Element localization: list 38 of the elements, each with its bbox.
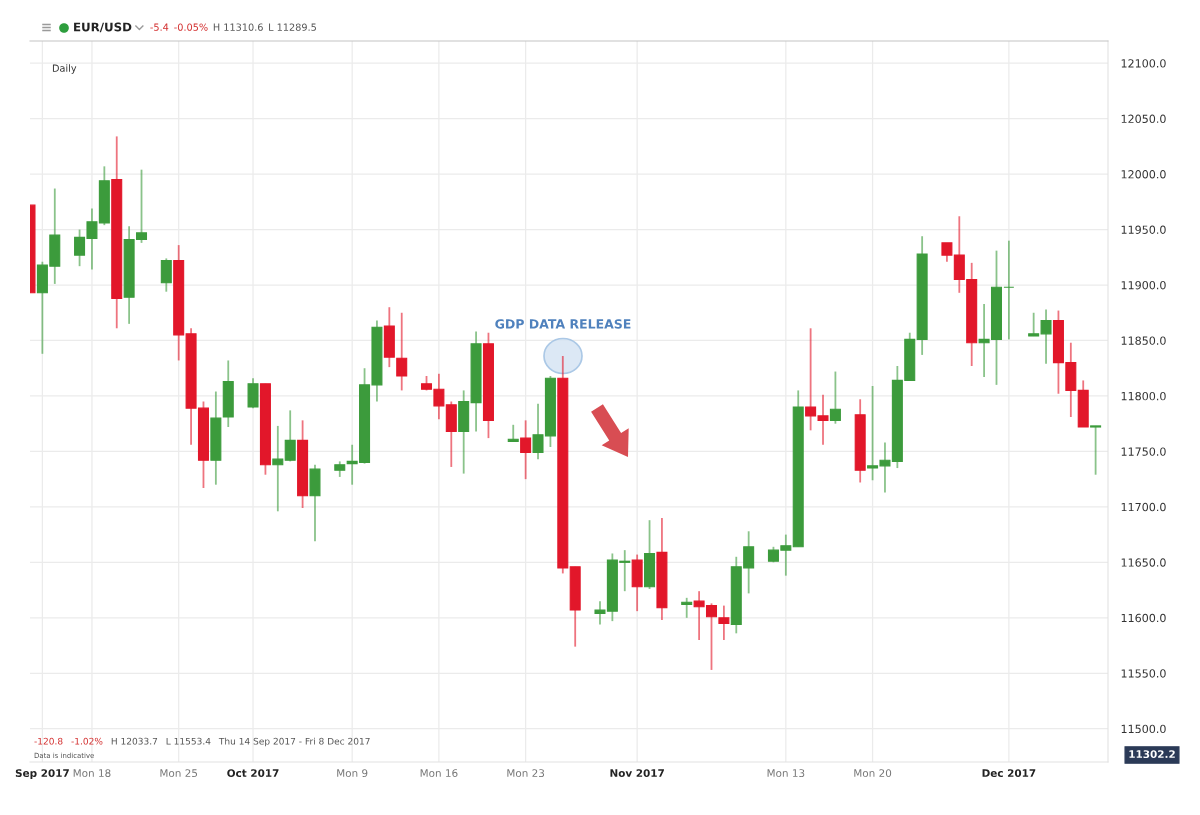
x-tick-label: Mon 18 bbox=[73, 769, 111, 778]
x-tick-label: Mon 9 bbox=[337, 769, 368, 778]
annotation: -1.02% bbox=[71, 737, 103, 745]
y-tick-label: 11850.0 bbox=[1121, 336, 1166, 345]
y-tick-label: 11600.0 bbox=[1121, 613, 1166, 623]
y-tick-label: 11950.0 bbox=[1121, 225, 1166, 234]
text: Daily bbox=[52, 64, 77, 74]
y-tick-label: 12050.0 bbox=[1121, 114, 1166, 124]
x-tick-label: Mon 20 bbox=[854, 769, 892, 778]
x-tick-label: Oct 2017 bbox=[227, 769, 279, 778]
candlestick bbox=[507, 423, 519, 443]
x-tick-label: Mon 13 bbox=[767, 769, 805, 778]
y-tick-label: 11500.0 bbox=[1121, 724, 1166, 734]
y-tick-label: 11700.0 bbox=[1121, 502, 1166, 512]
annotation: -120.8 bbox=[34, 737, 63, 745]
annotation: GDP DATA RELEASE bbox=[495, 319, 631, 329]
x-tick-label: Mon 16 bbox=[420, 769, 458, 778]
x-tick-label: Mon 25 bbox=[160, 769, 198, 778]
x-tick-label: Dec 2017 bbox=[982, 769, 1036, 778]
text: 11302.2 bbox=[1129, 750, 1175, 759]
x-tick-label: Mon 23 bbox=[507, 769, 545, 778]
y-tick-label: 11900.0 bbox=[1121, 281, 1166, 290]
chart-title: EUR/USD bbox=[74, 22, 132, 33]
text: H 11310.6 bbox=[213, 23, 263, 31]
y-tick-label: 12100.0 bbox=[1121, 59, 1166, 68]
annotation: Thu 14 Sep 2017 - Fri 8 Dec 2017 bbox=[218, 737, 370, 747]
annotation: H 12033.7 bbox=[111, 737, 158, 745]
x-tick-label: Sep 2017 bbox=[15, 769, 69, 780]
annotation: L 11553.4 bbox=[166, 737, 211, 745]
x-tick-label: Nov 2017 bbox=[610, 769, 664, 778]
y-tick-label: 11550.0 bbox=[1121, 669, 1166, 678]
text: -0.05% bbox=[174, 23, 208, 31]
y-tick-label: 11750.0 bbox=[1121, 447, 1166, 456]
y-tick-label: 12000.0 bbox=[1121, 170, 1166, 179]
y-tick-label: 11650.0 bbox=[1121, 558, 1166, 567]
text: -5.4 bbox=[150, 23, 169, 31]
text: L 11289.5 bbox=[269, 23, 316, 31]
y-tick-label: 11800.0 bbox=[1121, 391, 1166, 401]
